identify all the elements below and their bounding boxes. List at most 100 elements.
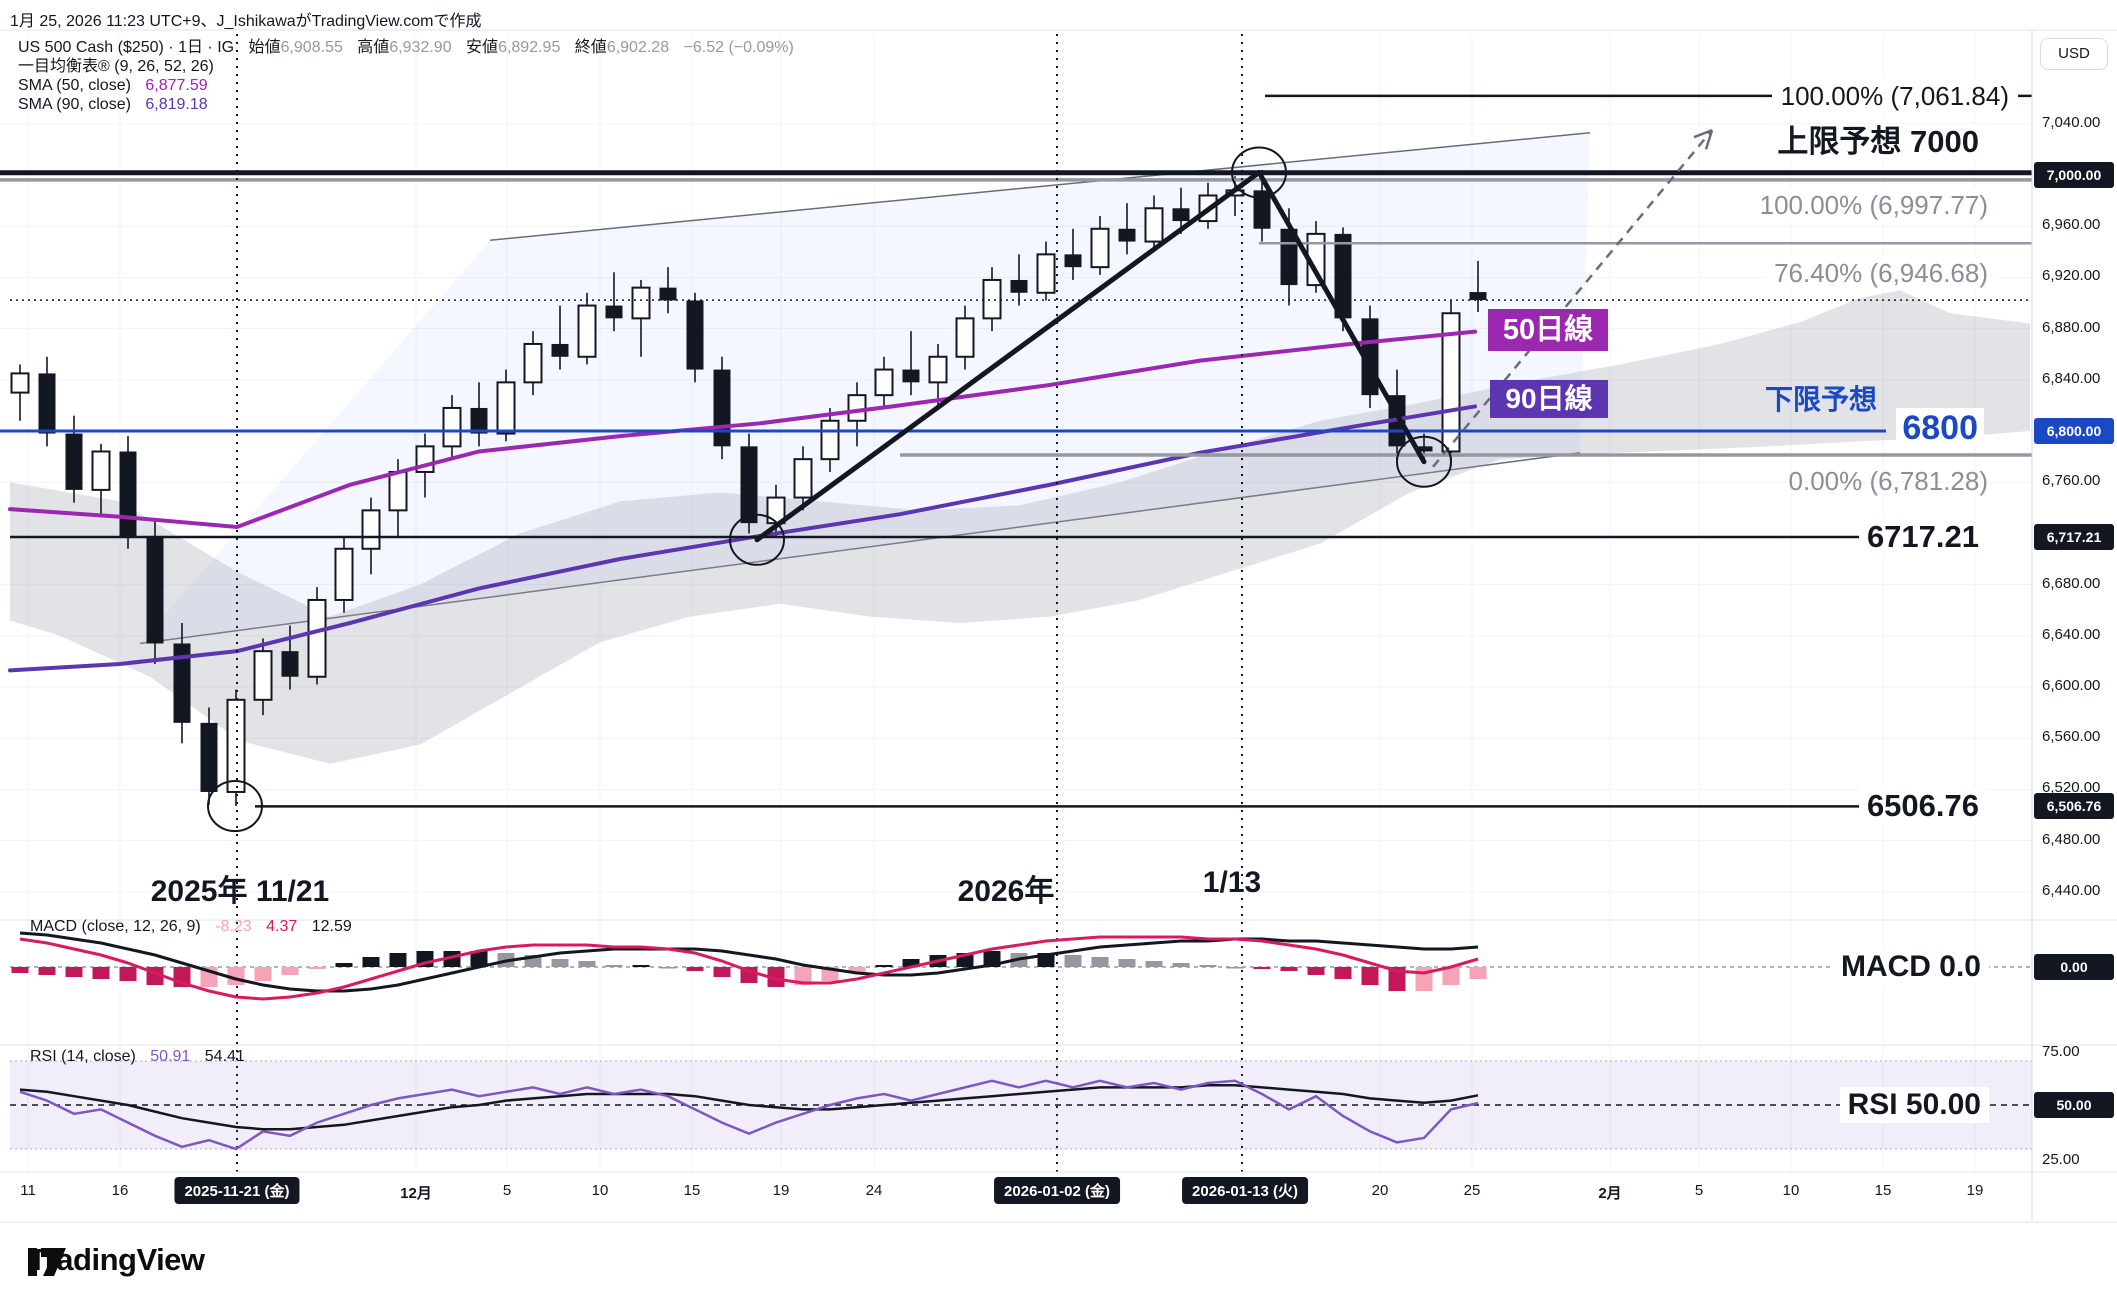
fib-764-label[interactable]: 76.40% (6,946.68) — [1765, 256, 1997, 290]
time-axis-label: 24 — [865, 1182, 883, 1199]
candle-body — [1469, 292, 1487, 301]
highlight-circle[interactable] — [1231, 146, 1287, 199]
lower-forecast-label[interactable]: 下限予想 — [1764, 384, 1877, 415]
candle-body — [523, 342, 543, 384]
open-label: 始値 — [248, 39, 281, 56]
candle-body — [605, 305, 623, 319]
rsi-ma-value: 54.41 — [204, 1048, 245, 1065]
candle-body — [1415, 446, 1433, 452]
candles — [10, 169, 1487, 807]
candle-body — [740, 446, 758, 524]
channel-upper-line[interactable] — [489, 132, 1591, 242]
macd-bar — [1388, 967, 1406, 991]
time-axis-label: 2月 — [1598, 1185, 1622, 1202]
candle-body — [173, 643, 191, 723]
time-axis-label: 5 — [502, 1182, 512, 1199]
date-callout-jan13[interactable]: 1/13 — [1202, 866, 1262, 899]
macd-bar — [1064, 955, 1082, 967]
macd-bar — [308, 967, 326, 969]
candle-body — [955, 317, 975, 358]
rsi-value: 50.91 — [150, 1048, 191, 1065]
candle-body — [146, 535, 164, 644]
macd-zero-label[interactable]: MACD 0.0 — [1832, 949, 1989, 985]
macd-bar — [119, 967, 137, 981]
time-axis-label: 10 — [591, 1182, 609, 1199]
level-6506-label[interactable]: 6506.76 — [1858, 788, 1987, 824]
sma90-legend-row[interactable]: SMA (90, close) 6,819.18 — [18, 95, 794, 114]
rsi-ma-line — [19, 1083, 1479, 1131]
rsi-50-label[interactable]: RSI 50.00 — [1839, 1087, 1989, 1123]
candle-body — [874, 368, 894, 397]
upper-forecast-label[interactable]: 上限予想 7000 — [1769, 124, 1987, 160]
candle-body — [253, 650, 273, 701]
macd-bar — [767, 967, 785, 987]
level-6800-label[interactable]: 6800 — [1896, 408, 1984, 448]
macd-bar — [902, 959, 920, 967]
price-tick-label: 6,680.00 — [2042, 574, 2101, 592]
highlight-circle[interactable] — [207, 780, 263, 833]
highlight-circle[interactable] — [729, 513, 785, 566]
time-axis-label: 19 — [1966, 1182, 1984, 1199]
macd-legend[interactable]: MACD (close, 12, 26, 9) -8.23 4.37 12.59 — [30, 918, 352, 936]
candle-body — [496, 381, 516, 435]
macd-bar — [848, 967, 866, 973]
projection-arrow[interactable] — [1432, 129, 1713, 468]
price-tick-label: 6,840.00 — [2042, 369, 2101, 387]
candle-body — [388, 470, 408, 512]
candle-body — [928, 355, 948, 384]
rsi-legend[interactable]: RSI (14, close) 50.91 54.41 — [30, 1048, 245, 1066]
fib-ext-100-label[interactable]: 100.00% (7,061.84) — [1771, 79, 2018, 113]
candle-body — [847, 394, 867, 422]
zigzag-trendline[interactable] — [754, 169, 1427, 543]
candle-body — [982, 278, 1002, 320]
macd-bar — [389, 953, 407, 967]
channel-lower-line[interactable] — [139, 452, 1581, 645]
fib-100-label[interactable]: 100.00% (6,997.77) — [1750, 188, 1997, 222]
rsi-label: RSI (14, close) — [30, 1048, 136, 1065]
candle-body — [334, 547, 354, 601]
macd-histogram — [11, 951, 1487, 991]
time-axis-label: 5 — [1694, 1182, 1704, 1199]
price-tick-label: 6,560.00 — [2042, 728, 2101, 746]
sma50-value: 6,877.59 — [145, 77, 208, 94]
created-by-text: 1月 25, 2026 11:23 UTC+9、J_IshikawaがTradi… — [10, 13, 482, 30]
candle-body — [686, 300, 704, 370]
macd-bar — [551, 959, 569, 967]
symbol-title[interactable]: US 500 Cash ($250) · 1日 · IG — [18, 39, 235, 56]
date-callout-nov21[interactable]: 2025年 11/21 — [150, 875, 330, 908]
macd-bar — [1334, 967, 1352, 979]
price-tick-label: 6,960.00 — [2042, 216, 2101, 234]
sma90-line[interactable] — [8, 404, 1477, 673]
candle-body — [38, 373, 56, 434]
level-6717-label[interactable]: 6717.21 — [1858, 519, 1987, 555]
ma90-flag-label[interactable]: 90日線 — [1490, 380, 1608, 418]
candle-body — [713, 369, 731, 447]
time-axis-badge: 2025-11-21 (金) — [174, 1177, 300, 1204]
time-axis-badge: 2026-01-02 (金) — [994, 1177, 1120, 1204]
highlight-circle[interactable] — [1396, 435, 1452, 488]
candle-body — [1172, 208, 1190, 222]
macd-bar — [254, 967, 272, 981]
macd-hist-value: -8.23 — [215, 918, 252, 935]
currency-button[interactable]: USD — [2040, 38, 2108, 70]
macd-bar — [686, 967, 704, 971]
fib-0-label[interactable]: 0.00% (6,781.28) — [1788, 466, 1988, 496]
macd-line-value: 4.37 — [266, 918, 298, 935]
candle-body — [10, 372, 30, 394]
ichimoku-legend-row[interactable]: 一目均衡表® (9, 26, 52, 26) — [18, 57, 794, 76]
symbol-legend-row[interactable]: US 500 Cash ($250) · 1日 · IG 始値6,908.55 … — [18, 38, 794, 57]
sma50-legend-row[interactable]: SMA (50, close) 6,877.59 — [18, 76, 794, 95]
tradingview-brand[interactable]: TradingView — [28, 1242, 205, 1278]
open-value: 6,908.55 — [280, 39, 343, 56]
candle-body — [470, 407, 488, 434]
macd-bar — [1199, 965, 1217, 967]
price-tick-label: 6,760.00 — [2042, 472, 2101, 490]
close-value: 6,902.28 — [606, 39, 670, 56]
candle-body — [65, 433, 83, 490]
ma50-flag-label[interactable]: 50日線 — [1488, 309, 1608, 351]
date-callout-2026[interactable]: 2026年 — [957, 875, 1055, 908]
price-tick-label: 6,520.00 — [2042, 779, 2101, 797]
arrow-head — [1704, 129, 1714, 150]
time-axis-label: 15 — [1874, 1182, 1892, 1199]
